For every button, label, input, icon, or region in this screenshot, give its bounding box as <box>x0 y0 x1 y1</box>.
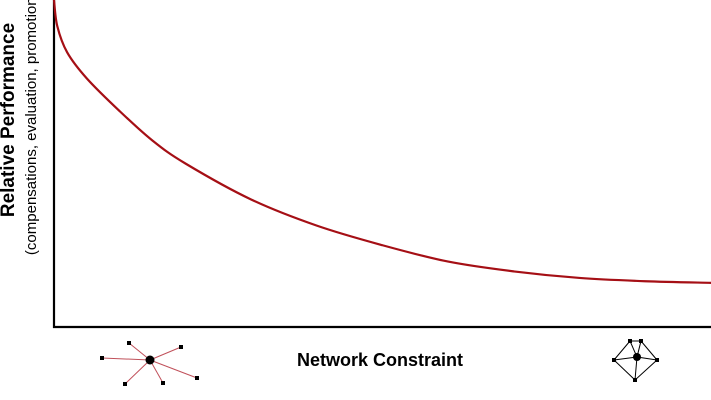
x-axis-label: Network Constraint <box>297 350 463 370</box>
y-axis-sublabel-group: (compensations, evaluation, promotions) <box>23 0 40 255</box>
network-edge <box>149 346 182 361</box>
network-node <box>628 339 632 343</box>
network-node <box>639 339 643 343</box>
network-edge <box>128 342 151 361</box>
y-axis-sublabel: (compensations, evaluation, promotions) <box>23 0 40 255</box>
network-node <box>179 345 183 349</box>
network-node <box>655 358 659 362</box>
dense-network-icon <box>612 339 659 382</box>
network-node <box>161 381 165 385</box>
network-hub-node <box>633 353 641 361</box>
network-edge <box>613 340 631 361</box>
network-edge <box>613 359 636 381</box>
y-axis-label-group: Relative Performance <box>0 23 19 217</box>
network-node <box>127 341 131 345</box>
performance-curve <box>52 0 711 284</box>
network-edge <box>640 340 658 361</box>
sparse-network-icon <box>100 341 199 386</box>
network-node <box>123 382 127 386</box>
network-edge <box>149 359 198 379</box>
y-axis-label: Relative Performance <box>0 23 19 217</box>
network-node <box>633 378 637 382</box>
network-node <box>195 376 199 380</box>
network-node <box>100 356 104 360</box>
network-edge <box>634 359 658 381</box>
network-edge <box>124 359 151 385</box>
network-hub-node <box>145 355 155 365</box>
network-node <box>612 358 616 362</box>
network-edge <box>101 357 151 361</box>
